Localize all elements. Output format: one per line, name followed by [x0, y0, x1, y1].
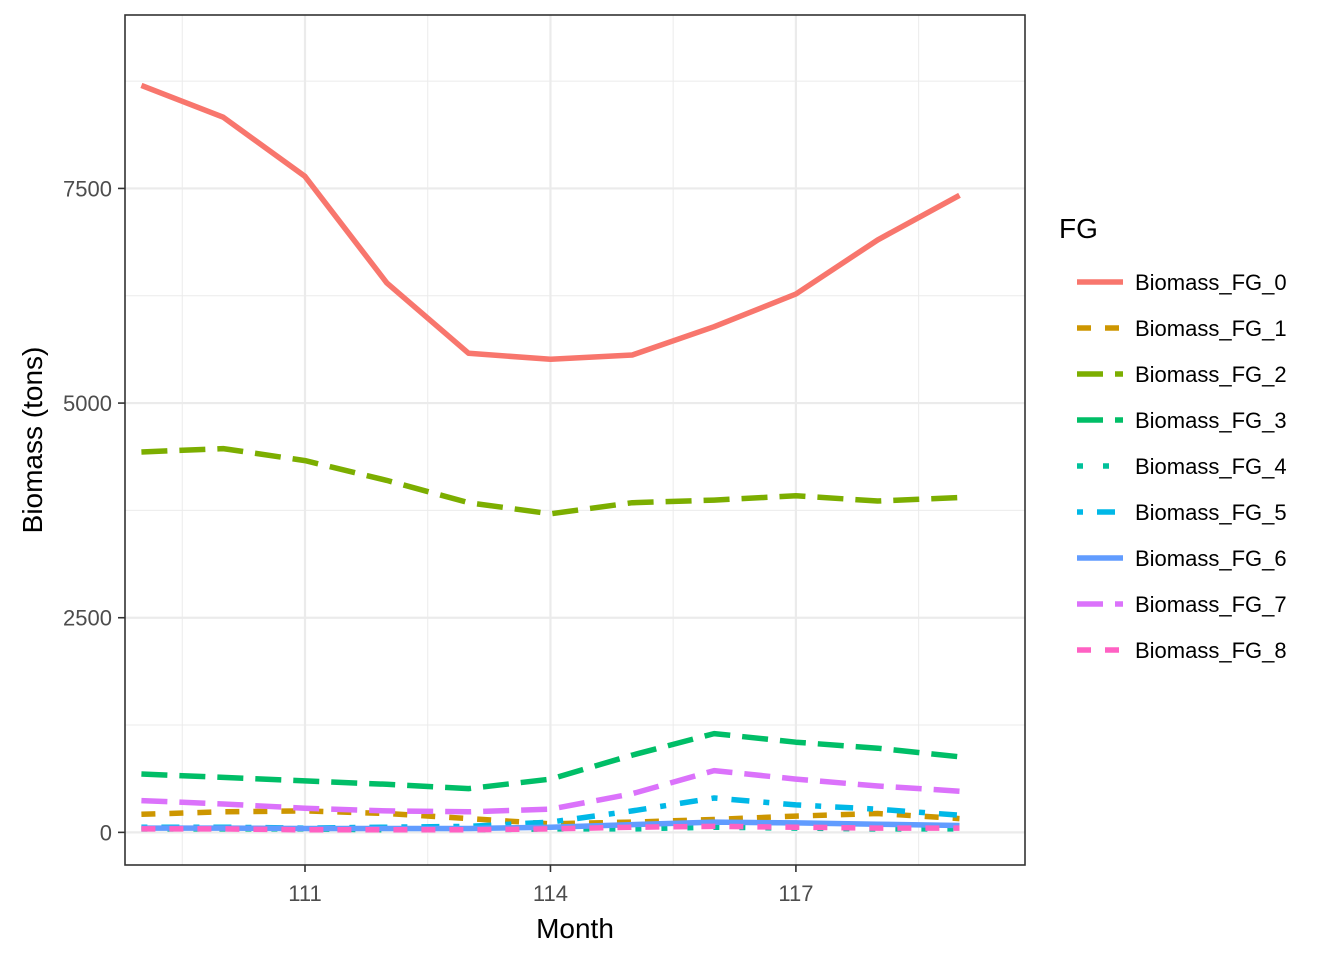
major-gridlines [125, 15, 1025, 865]
series-line-7 [141, 767, 960, 815]
panel-border [124, 14, 1026, 866]
series-line-6 [141, 819, 960, 832]
series-line-8 [141, 823, 960, 833]
y-tick-label: 7500 [63, 176, 112, 201]
x-tick-label: 114 [533, 881, 568, 906]
legend-label-8: Biomass_FG_8 [1135, 638, 1287, 663]
x-tick-label: 111 [288, 881, 321, 906]
series-line-2 [141, 445, 960, 517]
x-axis: 111 114 117 [288, 865, 813, 906]
series-line-0 [140, 82, 961, 363]
y-axis: 0 2500 5000 7500 [63, 176, 125, 845]
series-line-3 [141, 730, 960, 792]
legend-label-0: Biomass_FG_0 [1135, 270, 1287, 295]
legend-label-3: Biomass_FG_3 [1135, 408, 1287, 433]
series-line-1 [141, 808, 960, 827]
legend-label-6: Biomass_FG_6 [1135, 546, 1287, 571]
x-tick-label: 117 [778, 881, 813, 906]
y-tick-label: 5000 [63, 391, 112, 416]
series-layer [140, 82, 961, 833]
legend-label-5: Biomass_FG_5 [1135, 500, 1287, 525]
legend-label-4: Biomass_FG_4 [1135, 454, 1287, 479]
legend-title: FG [1059, 213, 1098, 244]
y-tick-label: 2500 [63, 606, 112, 631]
legend-label-7: Biomass_FG_7 [1135, 592, 1287, 617]
legend: FG Biomass_FG_0 Biomass_FG_1 Biomass_FG_2 B… [1059, 213, 1287, 663]
x-axis-title: Month [536, 913, 614, 944]
y-tick-label: 0 [100, 820, 112, 845]
legend-label-1: Biomass_FG_1 [1135, 316, 1287, 341]
legend-label-2: Biomass_FG_2 [1135, 362, 1287, 387]
y-axis-title: Biomass (tons) [17, 347, 48, 534]
